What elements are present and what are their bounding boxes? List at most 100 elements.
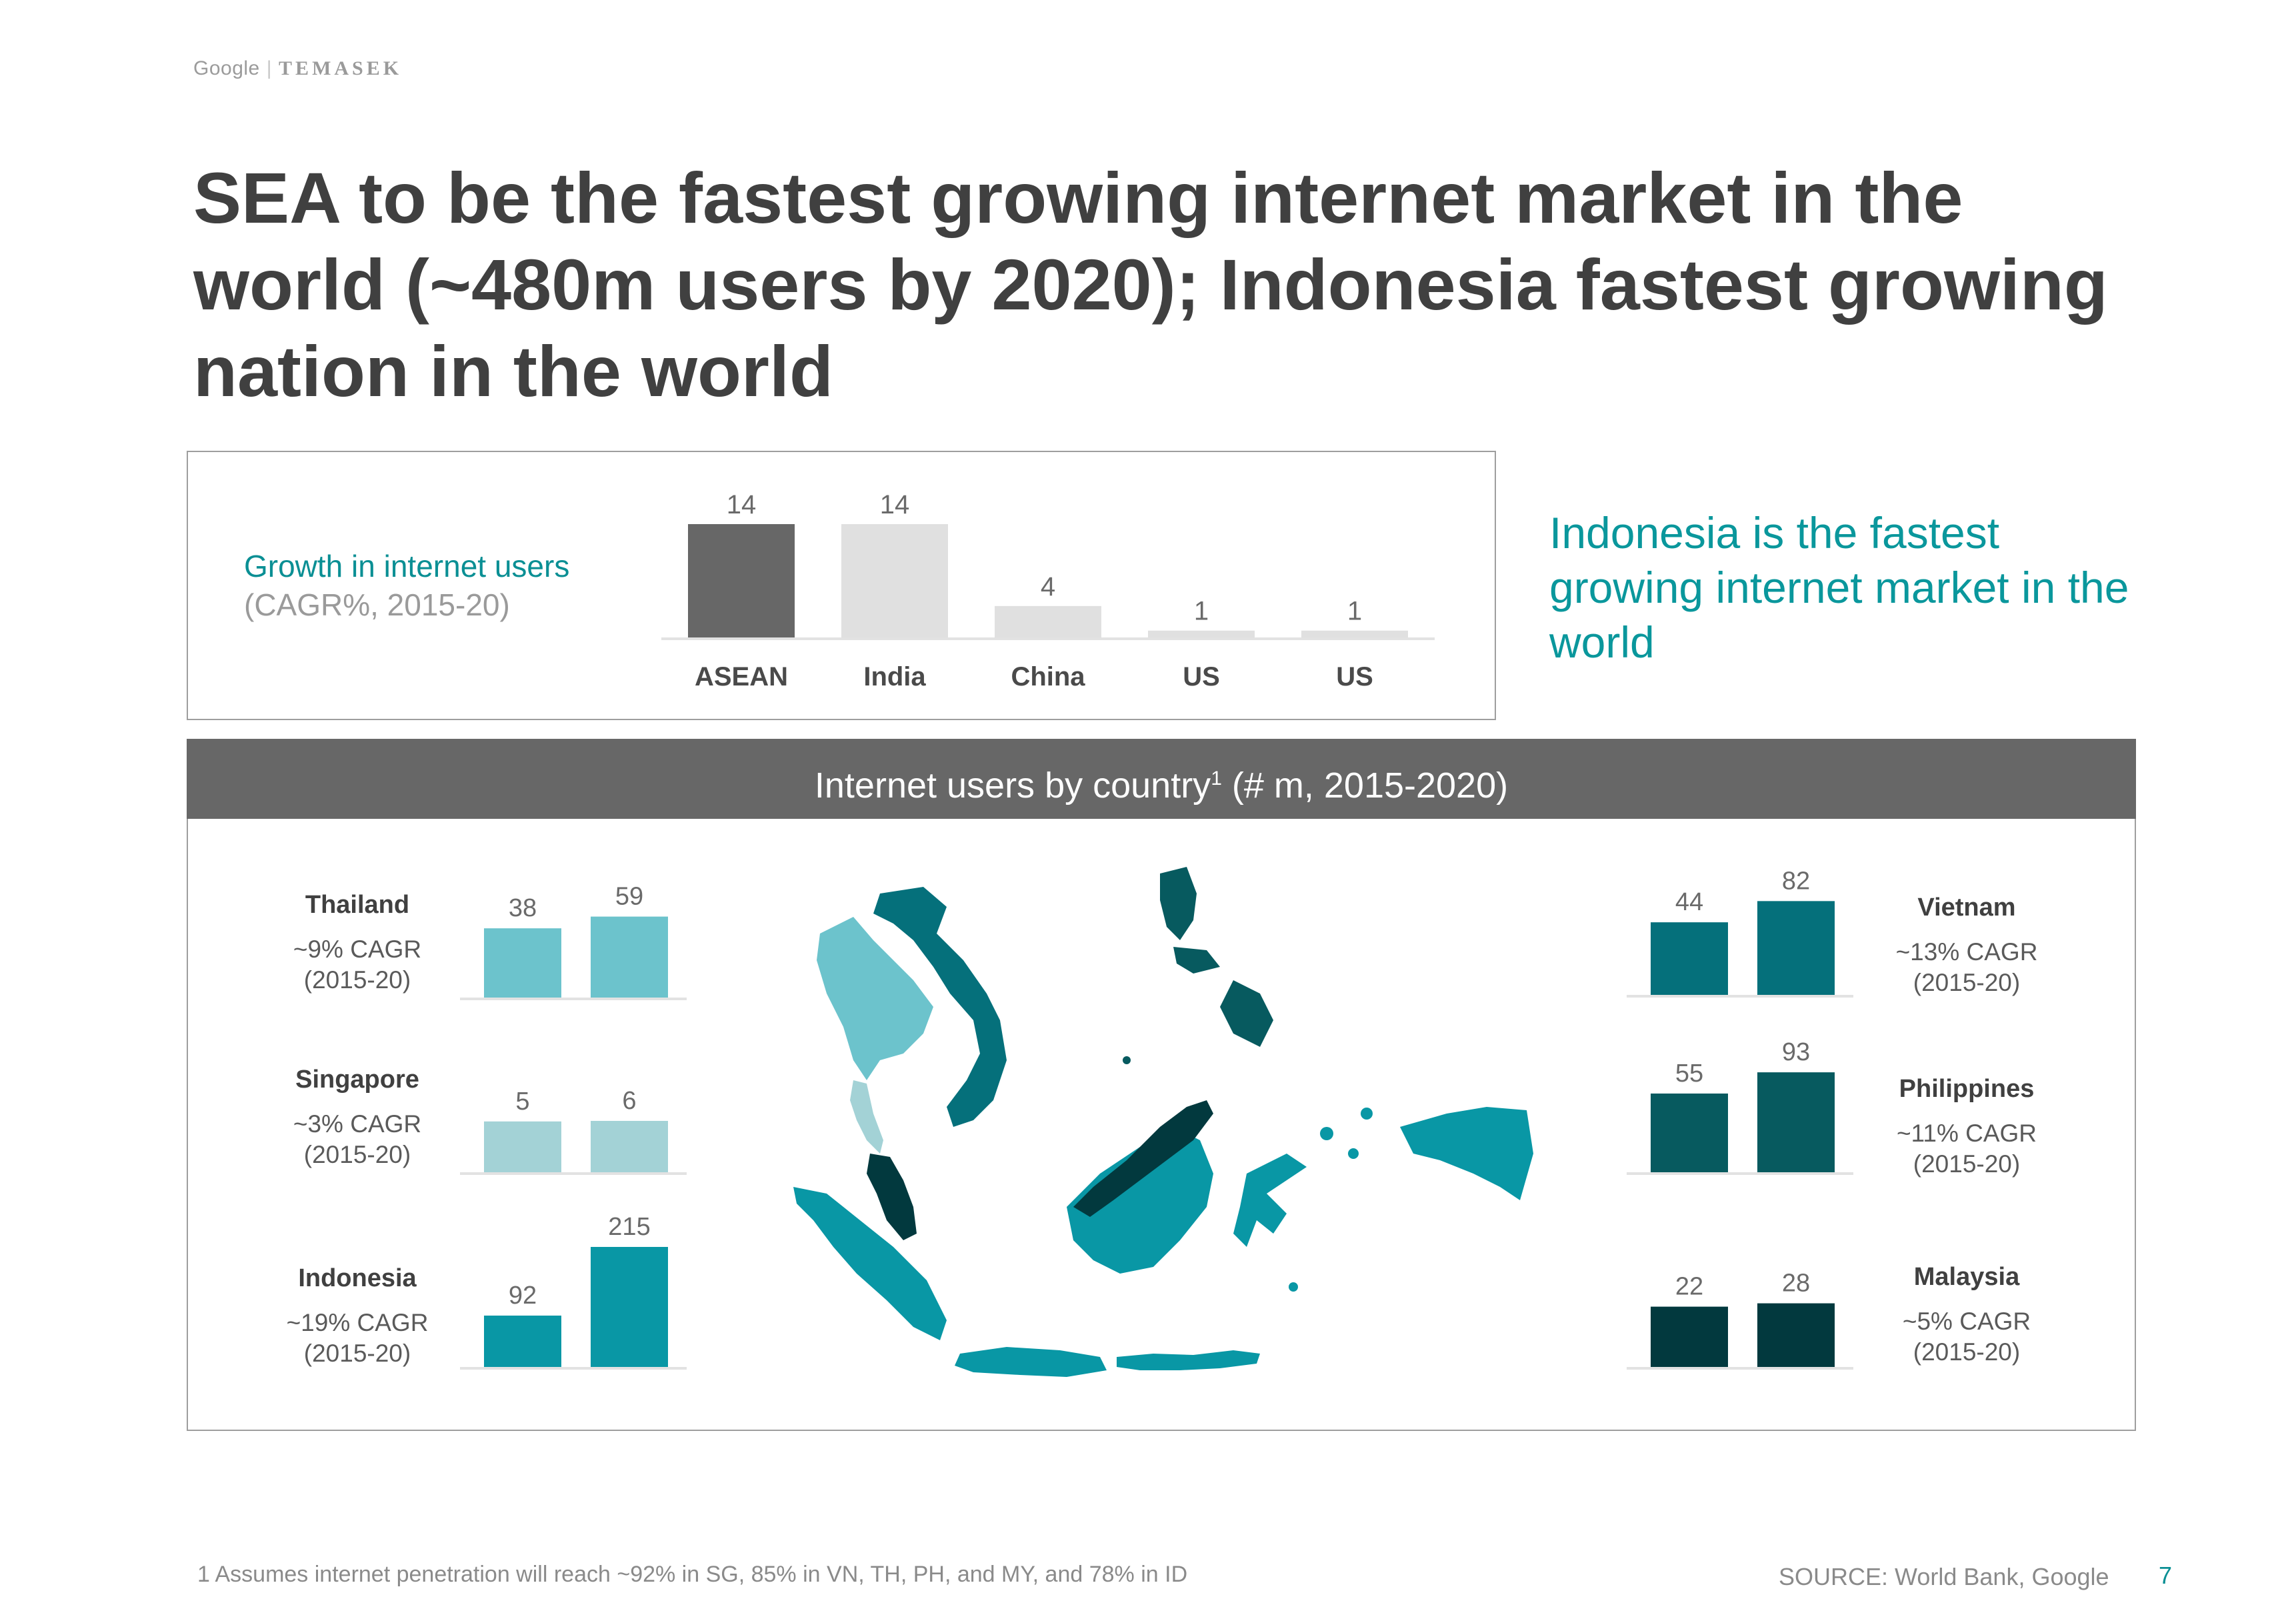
cagr-category-label: China [1011,662,1085,691]
map-east-malaysia [1073,1100,1213,1217]
country-bar-singapore [591,1120,668,1172]
country-thailand: Thailand ~9% CAGR (2015-20) [257,891,457,996]
country-name: Indonesia [298,1264,417,1292]
users-panel-header: Internet users by country1 (# m, 2015-20… [187,739,2136,819]
country-period: (2015-20) [303,1340,411,1367]
country-value-label: 59 [615,883,643,911]
bars-left-group: 38 59 5 6 92 215 [460,883,687,1370]
map-sumatra [793,1187,947,1340]
map-thailand [817,917,933,1080]
cagr-panel-label: Growth in internet users (CAGR%, 2015-20… [244,547,657,624]
map-island [1123,1056,1131,1064]
country-bar-malaysia [1651,1306,1728,1367]
country-period: (2015-20) [1913,1150,2021,1178]
sea-map [793,867,1533,1377]
country-cagr: ~3% CAGR [293,1110,422,1138]
map-papua [1400,1107,1533,1200]
cagr-value-label: 14 [727,490,757,519]
logo-google: Google [193,57,260,79]
country-value-label: 215 [608,1213,650,1241]
map-mindanao [1220,980,1273,1047]
cagr-label-title: Growth in internet users [244,549,570,583]
logo-separator: | [266,57,273,79]
country-value-label: 82 [1782,867,1810,895]
country-singapore: Singapore ~3% CAGR (2015-20) [257,1066,457,1170]
map-visayas [1173,947,1220,974]
logo-temasek: TEMASEK [279,57,403,79]
users-panel [187,819,2136,1431]
map-island [1348,1148,1359,1159]
users-header-text: Internet users by country [814,765,1211,805]
bars-right-group: 44 82 55 93 22 28 [1627,867,1853,1370]
country-bar-philippines [1757,1072,1835,1172]
source-note: SOURCE: World Bank, Google [1779,1563,2109,1590]
country-value-label: 5 [515,1088,529,1116]
cagr-category-label: US [1183,662,1220,691]
country-bar-vietnam [1651,922,1728,995]
cagr-value-label: 14 [880,490,910,519]
cagr-bar [688,524,795,639]
country-bar-vietnam [1757,901,1835,995]
country-bar-thailand [484,928,561,998]
map-borneo [1067,1127,1213,1274]
cagr-bar [1148,630,1255,639]
country-period: (2015-20) [1913,1338,2021,1366]
cagr-category-label: ASEAN [695,662,788,691]
map-nusa-tenggara [1117,1350,1260,1370]
country-value-label: 44 [1675,888,1703,916]
country-vietnam: Vietnam ~13% CAGR (2015-20) [1867,894,2067,998]
callout-text: Indonesia is the fastest growing interne… [1549,508,2129,667]
users-header-suffix: (# m, 2015-2020) [1221,765,1509,805]
cagr-label-subtitle: (CAGR%, 2015-20) [244,587,510,622]
country-value-label: 55 [1675,1060,1703,1088]
country-period: (2015-20) [303,1141,411,1168]
map-vietnam [873,887,1007,1127]
footnote: 1 Assumes internet penetration will reac… [197,1562,1188,1587]
map-sulawesi [1233,1154,1307,1247]
map-island [1320,1127,1333,1140]
country-bar-indonesia [484,1315,561,1367]
country-value-label: 93 [1782,1038,1810,1066]
logo: Google | TEMASEK [193,57,402,80]
cagr-panel [187,451,1496,720]
country-name: Malaysia [1913,1263,2020,1291]
country-value-label: 6 [622,1087,636,1115]
country-value-label: 28 [1782,1270,1810,1298]
cagr-value-label: 1 [1347,597,1362,626]
country-cagr: ~13% CAGR [1895,938,2038,966]
country-philippines: Philippines ~11% CAGR (2015-20) [1867,1075,2067,1180]
country-bar-indonesia [591,1247,668,1367]
cagr-bar [1301,630,1408,639]
cagr-value-label: 4 [1041,572,1055,601]
map-luzon [1160,867,1197,940]
page-title: SEA to be the fastest growing internet m… [193,157,2108,411]
cagr-bar [841,524,948,639]
country-name: Philippines [1899,1075,2035,1103]
cagr-bar-chart: 14 ASEAN 14 India 4 China 1 US 1 US [661,490,1435,691]
country-name: Thailand [305,891,410,919]
country-value-label: 38 [509,894,537,922]
country-value-label: 92 [509,1282,537,1310]
country-cagr: ~9% CAGR [293,936,422,963]
country-period: (2015-20) [303,966,411,994]
cagr-category-label: US [1336,662,1373,691]
country-name: Vietnam [1917,894,2016,922]
country-cagr: ~11% CAGR [1896,1120,2037,1147]
users-header-footnote-mark: 1 [1211,767,1222,789]
country-period: (2015-20) [1913,969,2021,996]
map-island [1289,1282,1298,1292]
country-malaysia: Malaysia ~5% CAGR (2015-20) [1867,1263,2067,1368]
cagr-category-label: India [863,662,926,691]
map-java [955,1347,1107,1377]
country-indonesia: Indonesia ~19% CAGR (2015-20) [257,1264,457,1369]
country-cagr: ~5% CAGR [1902,1308,2031,1335]
country-cagr: ~19% CAGR [286,1309,429,1336]
country-value-label: 22 [1675,1273,1703,1301]
country-bar-singapore [484,1121,561,1172]
cagr-bar [995,605,1101,639]
page-number: 7 [2159,1562,2173,1589]
cagr-value-label: 1 [1194,597,1209,626]
country-bar-thailand [591,916,668,998]
map-island [1361,1108,1373,1120]
country-name: Singapore [295,1066,419,1094]
